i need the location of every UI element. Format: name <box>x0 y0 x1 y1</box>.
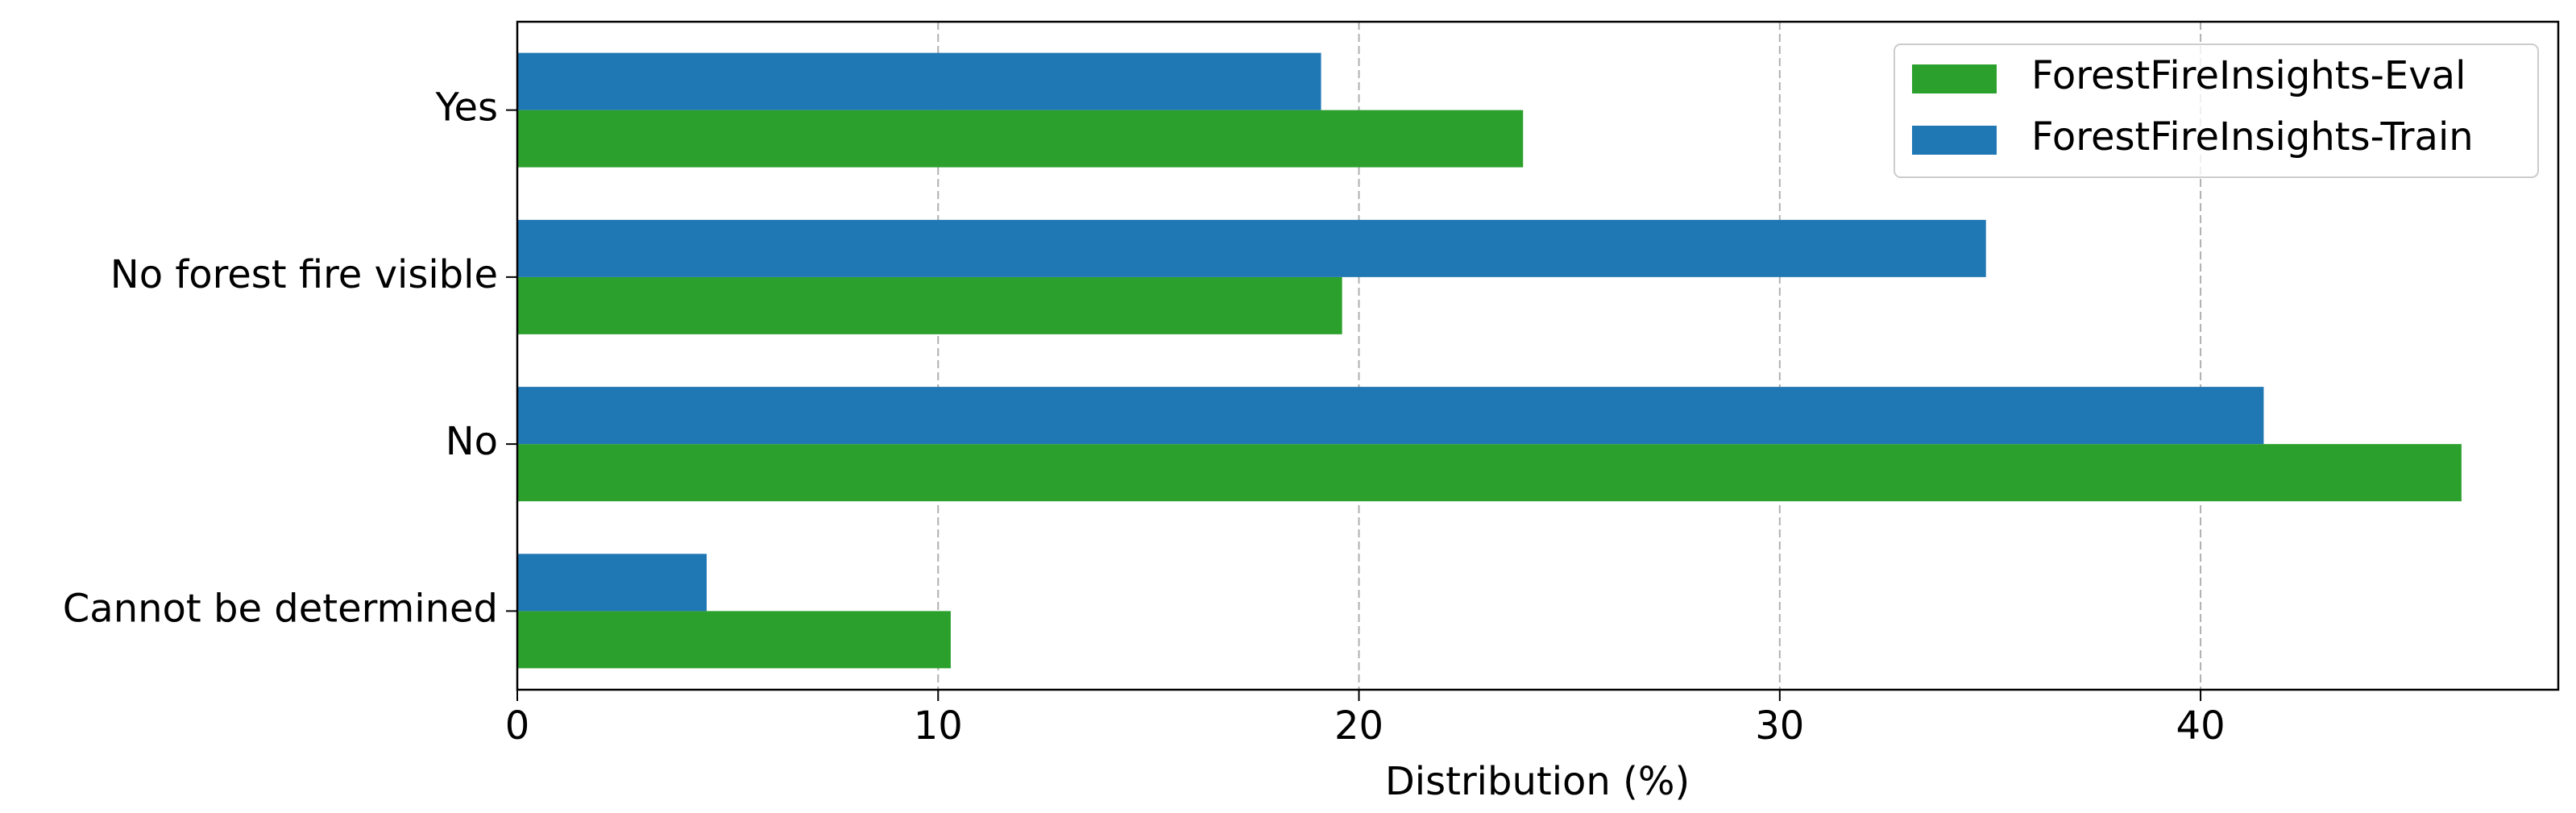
x-tick-label: 40 <box>2176 703 2225 749</box>
x-tick-label: 20 <box>1334 703 1383 749</box>
legend-swatch <box>1912 64 1997 93</box>
y-tick-label: No <box>446 419 498 464</box>
bar <box>517 276 1342 334</box>
y-tick-label: Cannot be determined <box>63 586 498 631</box>
x-tick-label: 0 <box>505 703 530 749</box>
x-axis-label: Distribution (%) <box>1385 759 1690 804</box>
bar <box>517 387 2264 445</box>
bar <box>517 444 2462 502</box>
y-tick-label: Yes <box>435 85 498 131</box>
legend-label: ForestFireInsights-Eval <box>2031 53 2466 98</box>
x-tick-label: 30 <box>1755 703 1804 749</box>
x-tick-label: 10 <box>914 703 963 749</box>
legend-swatch <box>1912 126 1997 155</box>
bar <box>517 52 1321 110</box>
legend-label: ForestFireInsights-Train <box>2031 114 2474 160</box>
bar <box>517 554 707 612</box>
legend-box <box>1894 44 2539 178</box>
plot-frame <box>516 20 2560 691</box>
bar <box>517 611 951 669</box>
bar <box>517 110 1524 168</box>
bar <box>517 219 1986 277</box>
y-tick-label: No forest fire visible <box>110 252 498 297</box>
